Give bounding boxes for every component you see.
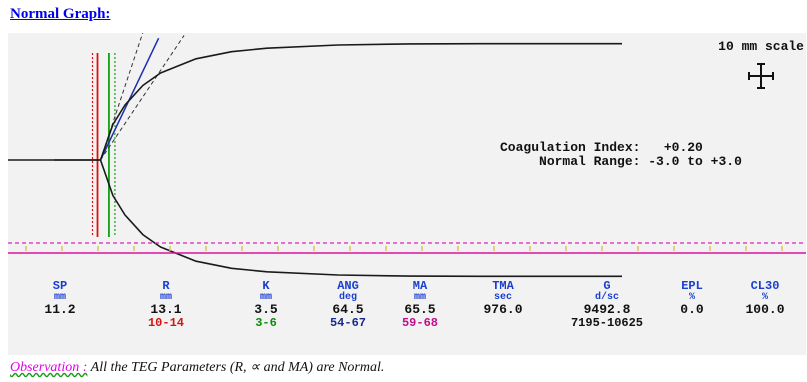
- param-name: ANG: [337, 279, 359, 293]
- param-ang: ANG deg 64.5 54-67: [313, 279, 383, 330]
- param-unit: sec: [493, 292, 512, 303]
- coagulation-index-label: Coagulation Index:: [500, 140, 641, 155]
- coagulation-index-block: Coagulation Index: +0.20 Normal Range: -…: [500, 141, 742, 169]
- param-range: 59-68: [401, 316, 438, 330]
- param-name: SP: [52, 279, 68, 293]
- normal-range-value: -3.0 to +3.0: [648, 154, 742, 169]
- param-value: 3.5: [254, 302, 278, 317]
- param-name: K: [262, 279, 270, 293]
- scale-label: 10 mm scale: [718, 39, 804, 54]
- scale-crosshair-icon: [746, 61, 776, 91]
- param-range: 3-6: [255, 316, 277, 330]
- param-name: MA: [412, 279, 428, 293]
- trace-lower-branch: [54, 159, 622, 278]
- param-value: 64.5: [332, 302, 364, 317]
- param-unit: %: [761, 292, 768, 303]
- param-range: 10-14: [147, 316, 184, 330]
- param-unit: mm: [53, 292, 66, 303]
- teg-chart-panel: 10 mm scale Coagulation Index: +0.20 Nor…: [8, 33, 806, 355]
- param-name: TMA: [492, 279, 514, 293]
- param-unit: deg: [338, 292, 357, 303]
- param-value: 0.0: [680, 302, 704, 317]
- param-name: EPL: [681, 279, 703, 293]
- param-cl30: CL30 % 100.0: [730, 279, 800, 317]
- param-name: CL30: [750, 279, 780, 293]
- param-name: R: [162, 279, 170, 293]
- param-ma: MA mm 65.5 59-68: [385, 279, 455, 330]
- param-unit: mm: [159, 292, 172, 303]
- param-value: 9492.8: [583, 302, 631, 317]
- normal-range-label: Normal Range:: [539, 154, 641, 169]
- param-value: 13.1: [150, 302, 182, 317]
- param-unit: %: [688, 292, 695, 303]
- param-value: 976.0: [483, 302, 523, 317]
- param-k: K mm 3.5 3-6: [231, 279, 301, 330]
- param-unit: mm: [259, 292, 272, 303]
- param-value: 65.5: [404, 302, 436, 317]
- observation-text: All the TEG Parameters (R, ∝ and MA) are…: [90, 360, 385, 375]
- param-g: G d/sc 9492.8 7195-10625: [557, 279, 657, 330]
- param-range: 7195-10625: [570, 316, 643, 330]
- param-value: 11.2: [44, 302, 76, 317]
- angle-guide-dashed-1: [100, 35, 185, 161]
- param-tma: TMA sec 976.0: [468, 279, 538, 317]
- param-range: 54-67: [329, 316, 366, 330]
- param-epl: EPL % 0.0: [657, 279, 727, 317]
- param-name: G: [603, 279, 611, 293]
- param-unit: mm: [413, 292, 426, 303]
- param-value: 100.0: [745, 302, 785, 317]
- observation-note: Observation : All the TEG Parameters (R,…: [10, 359, 384, 376]
- param-unit: d/sc: [594, 292, 619, 303]
- coagulation-index-value: +0.20: [663, 140, 703, 155]
- page-heading: Normal Graph:: [10, 6, 111, 22]
- trace-upper-branch: [54, 42, 622, 161]
- param-r: R mm 13.1 10-14: [131, 279, 201, 330]
- observation-label: Observation :: [10, 360, 88, 375]
- param-sp: SP mm 11.2: [25, 279, 95, 317]
- teg-trace-plot: [8, 33, 806, 278]
